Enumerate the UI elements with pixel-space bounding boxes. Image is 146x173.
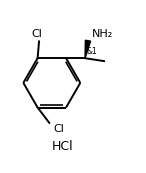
Text: HCl: HCl xyxy=(52,140,74,153)
Text: Cl: Cl xyxy=(31,29,42,39)
Text: NH₂: NH₂ xyxy=(92,29,113,39)
Text: &1: &1 xyxy=(86,47,97,56)
Polygon shape xyxy=(85,40,91,58)
Text: Cl: Cl xyxy=(53,124,64,134)
